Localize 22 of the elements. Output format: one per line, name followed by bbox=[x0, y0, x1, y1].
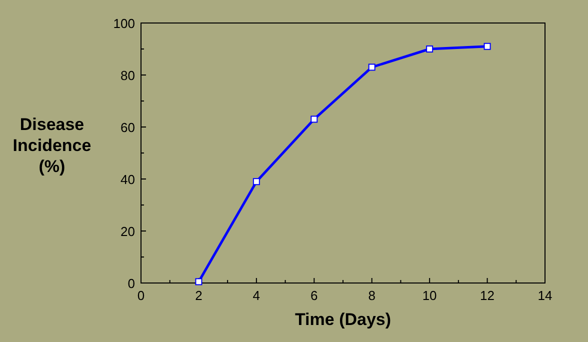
x-tick-label: 6 bbox=[310, 288, 318, 303]
point bbox=[310, 116, 318, 123]
point bbox=[368, 64, 376, 71]
x-tick-label: 8 bbox=[368, 288, 376, 303]
x-tick-label: 0 bbox=[137, 288, 145, 303]
y-axis-title: Disease Incidence (%) bbox=[12, 115, 92, 176]
x-axis-title: Time (Days) bbox=[294, 310, 392, 329]
y-tick-label: 100 bbox=[113, 16, 135, 31]
point bbox=[252, 178, 260, 186]
y-tick-label: 0 bbox=[128, 276, 135, 291]
y-tick-label: 20 bbox=[120, 224, 135, 239]
x-tick-label: 2 bbox=[195, 288, 202, 303]
point bbox=[195, 278, 202, 286]
y-tick-label: 60 bbox=[120, 120, 135, 135]
y-tick-label: 40 bbox=[120, 172, 135, 187]
x-tick-label: 10 bbox=[422, 288, 437, 303]
y-tick-label: 80 bbox=[120, 68, 135, 83]
point bbox=[426, 46, 434, 52]
point bbox=[484, 42, 491, 50]
x-tick-label: 12 bbox=[480, 288, 495, 303]
x-tick-label: 14 bbox=[538, 288, 552, 303]
x-tick-label: 4 bbox=[252, 288, 260, 303]
